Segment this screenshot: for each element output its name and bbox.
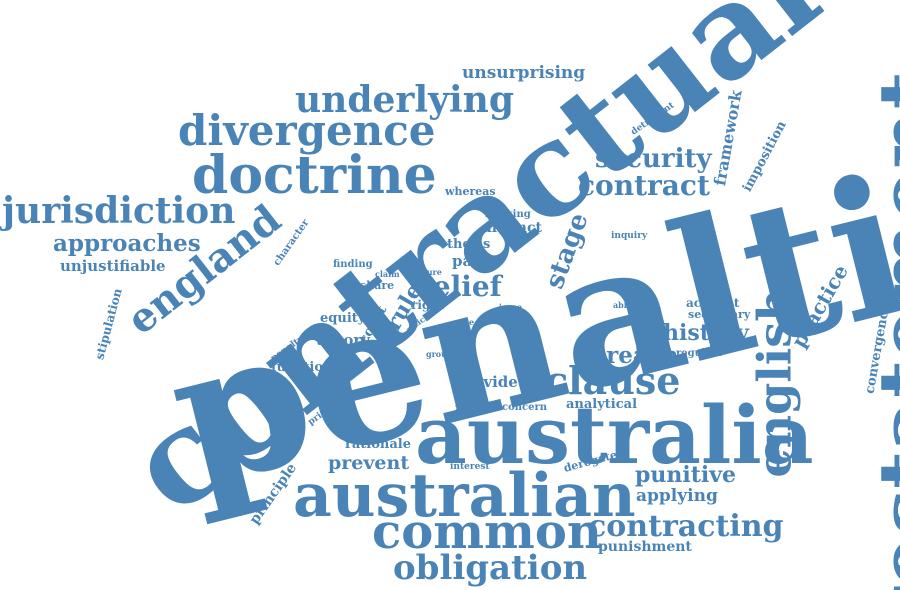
word-provide: provide: [455, 373, 518, 391]
word-contract: contract: [578, 169, 710, 202]
word-australia: australia: [415, 388, 814, 482]
word-banking: banking: [485, 209, 531, 220]
word-distinct: distinct: [482, 220, 542, 236]
word-nature: nature: [412, 267, 442, 277]
word-jurisdiction: jurisdiction: [2, 190, 236, 232]
word-zealand: zealand: [455, 403, 499, 414]
word-divergence: divergence: [178, 106, 436, 155]
word-history: history: [663, 320, 749, 346]
word-whereas: whereas: [445, 185, 496, 198]
word-approaches: approaches: [53, 230, 201, 257]
word-contracting: contracting: [588, 509, 784, 544]
word-equity: equity: [320, 311, 366, 326]
word-right: right: [411, 298, 445, 312]
word-interest: interest: [450, 462, 490, 472]
word-issue: issue: [499, 302, 522, 312]
word-group: group: [426, 349, 453, 359]
word-regulate: regulate: [676, 348, 724, 359]
word-english: english: [747, 288, 802, 478]
word-partie: partie: [519, 376, 543, 385]
word-share: share: [360, 279, 395, 292]
word-inquiry: inquiry: [611, 231, 648, 241]
word-account: account: [686, 296, 740, 310]
word-breach: breach: [590, 342, 679, 369]
word-relief: relief: [418, 270, 502, 303]
word-applying: applying: [636, 486, 718, 506]
word-function: function: [271, 360, 333, 375]
word-prevent: prevent: [328, 452, 410, 474]
word-theory: theory: [316, 331, 371, 349]
word-concern: concern: [502, 402, 548, 413]
word-party: party: [452, 252, 496, 270]
word-thesis: thesis: [447, 237, 491, 252]
word-punitive: punitive: [635, 462, 737, 488]
word-arise: arise: [452, 317, 475, 327]
word-clause: clause: [545, 358, 681, 403]
word-australian: australian: [293, 461, 636, 531]
word-stipulation: stipulation: [92, 286, 125, 362]
word-underlying: underlying: [295, 79, 515, 121]
word-punishment: punishment: [598, 539, 692, 555]
word-secondary: secondary: [688, 308, 751, 321]
word-security: security: [595, 144, 712, 174]
word-analytical: analytical: [566, 397, 638, 412]
word-claim: claim: [375, 269, 400, 279]
word-unsurprising: unsurprising: [462, 63, 586, 83]
word-common: common: [372, 504, 602, 560]
word-unjustifiable: unjustifiable: [60, 257, 166, 275]
word-finding: finding: [333, 259, 373, 270]
word-ability: ability: [613, 300, 642, 310]
word-rationale: rationale: [345, 437, 411, 452]
word-doctrine: doctrine: [192, 145, 437, 206]
word-obligation: obligation: [393, 548, 588, 588]
